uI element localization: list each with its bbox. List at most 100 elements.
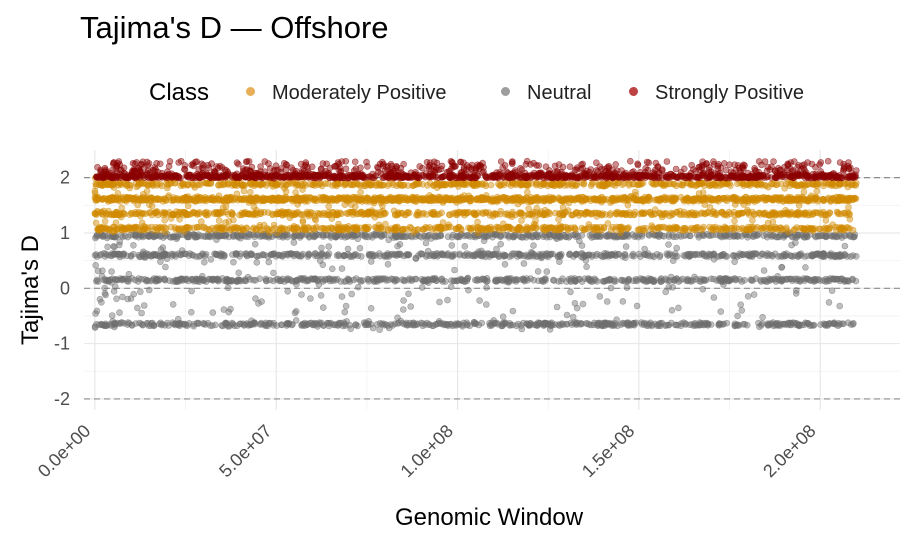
minor-gridlines bbox=[84, 150, 900, 410]
data-point bbox=[324, 226, 332, 233]
data-point bbox=[632, 277, 640, 285]
data-point bbox=[584, 209, 592, 216]
data-point bbox=[543, 250, 551, 257]
data-point bbox=[527, 248, 535, 256]
data-point bbox=[694, 224, 702, 231]
data-point bbox=[636, 253, 644, 260]
data-point bbox=[635, 226, 643, 234]
data-point bbox=[797, 276, 805, 284]
data-point bbox=[368, 181, 375, 189]
data-point bbox=[456, 233, 463, 241]
data-point bbox=[594, 320, 602, 328]
data-point bbox=[399, 306, 407, 313]
data-point bbox=[629, 231, 636, 238]
data-point bbox=[92, 310, 99, 317]
data-point bbox=[497, 240, 505, 248]
data-point bbox=[255, 300, 262, 307]
data-point bbox=[546, 326, 554, 333]
data-point bbox=[422, 239, 430, 247]
data-point bbox=[129, 194, 136, 202]
data-point bbox=[691, 273, 698, 281]
data-point bbox=[131, 224, 139, 231]
data-point bbox=[684, 276, 692, 284]
data-point bbox=[731, 211, 738, 219]
data-point bbox=[548, 319, 556, 327]
data-point bbox=[256, 182, 264, 189]
data-point bbox=[464, 274, 472, 282]
data-point bbox=[569, 313, 577, 321]
data-point bbox=[572, 182, 580, 189]
data-point bbox=[309, 232, 317, 239]
data-point bbox=[109, 196, 117, 204]
data-point bbox=[720, 281, 727, 288]
data-point bbox=[836, 321, 844, 328]
data-point bbox=[497, 182, 504, 190]
data-point bbox=[629, 250, 637, 258]
data-point bbox=[299, 250, 307, 258]
data-point bbox=[501, 260, 509, 268]
data-point bbox=[172, 253, 179, 260]
data-point bbox=[385, 180, 393, 188]
data-point bbox=[152, 195, 159, 203]
data-point bbox=[322, 180, 329, 187]
data-point bbox=[619, 181, 626, 188]
data-point bbox=[539, 195, 546, 202]
data-point bbox=[448, 242, 456, 249]
data-point bbox=[462, 180, 470, 187]
data-point bbox=[108, 250, 116, 257]
data-point bbox=[613, 316, 620, 324]
data-point bbox=[283, 276, 291, 284]
data-point bbox=[248, 317, 255, 325]
data-point bbox=[418, 275, 426, 283]
data-point bbox=[820, 320, 828, 328]
data-point bbox=[118, 319, 126, 326]
data-point bbox=[419, 320, 427, 327]
data-point bbox=[411, 321, 419, 329]
data-point bbox=[272, 252, 280, 260]
data-point bbox=[123, 277, 131, 285]
data-point bbox=[217, 252, 224, 260]
data-point bbox=[400, 181, 408, 189]
data-point bbox=[245, 210, 252, 217]
data-point bbox=[366, 252, 374, 259]
data-point bbox=[138, 309, 145, 317]
data-point bbox=[153, 275, 160, 283]
data-point bbox=[157, 258, 164, 266]
data-point bbox=[207, 322, 214, 329]
data-point bbox=[330, 196, 337, 204]
data-point bbox=[777, 211, 785, 219]
data-point bbox=[579, 300, 587, 308]
data-point bbox=[710, 255, 718, 263]
data-point bbox=[707, 275, 715, 283]
data-point bbox=[233, 322, 241, 330]
data-point bbox=[673, 244, 681, 252]
data-point bbox=[418, 233, 425, 241]
data-point bbox=[430, 211, 437, 218]
data-point bbox=[348, 208, 356, 216]
data-point bbox=[307, 194, 314, 201]
data-point bbox=[540, 181, 547, 188]
data-point bbox=[382, 220, 389, 228]
data-point bbox=[333, 252, 341, 259]
data-point bbox=[600, 321, 607, 329]
data-point bbox=[771, 250, 779, 258]
data-point bbox=[447, 283, 455, 291]
data-point bbox=[315, 281, 323, 288]
data-point bbox=[747, 276, 755, 284]
data-point bbox=[341, 308, 349, 316]
data-point bbox=[550, 182, 557, 189]
data-point bbox=[125, 270, 133, 278]
data-point bbox=[298, 291, 305, 298]
data-point bbox=[160, 234, 167, 241]
data-point bbox=[116, 253, 124, 261]
data-point bbox=[274, 194, 282, 202]
data-point bbox=[675, 304, 682, 312]
data-point bbox=[461, 243, 469, 250]
data-point bbox=[737, 301, 745, 309]
data-point bbox=[505, 278, 512, 286]
data-point bbox=[622, 254, 629, 262]
data-point bbox=[517, 322, 525, 329]
data-point bbox=[734, 312, 741, 320]
data-point bbox=[493, 245, 500, 253]
